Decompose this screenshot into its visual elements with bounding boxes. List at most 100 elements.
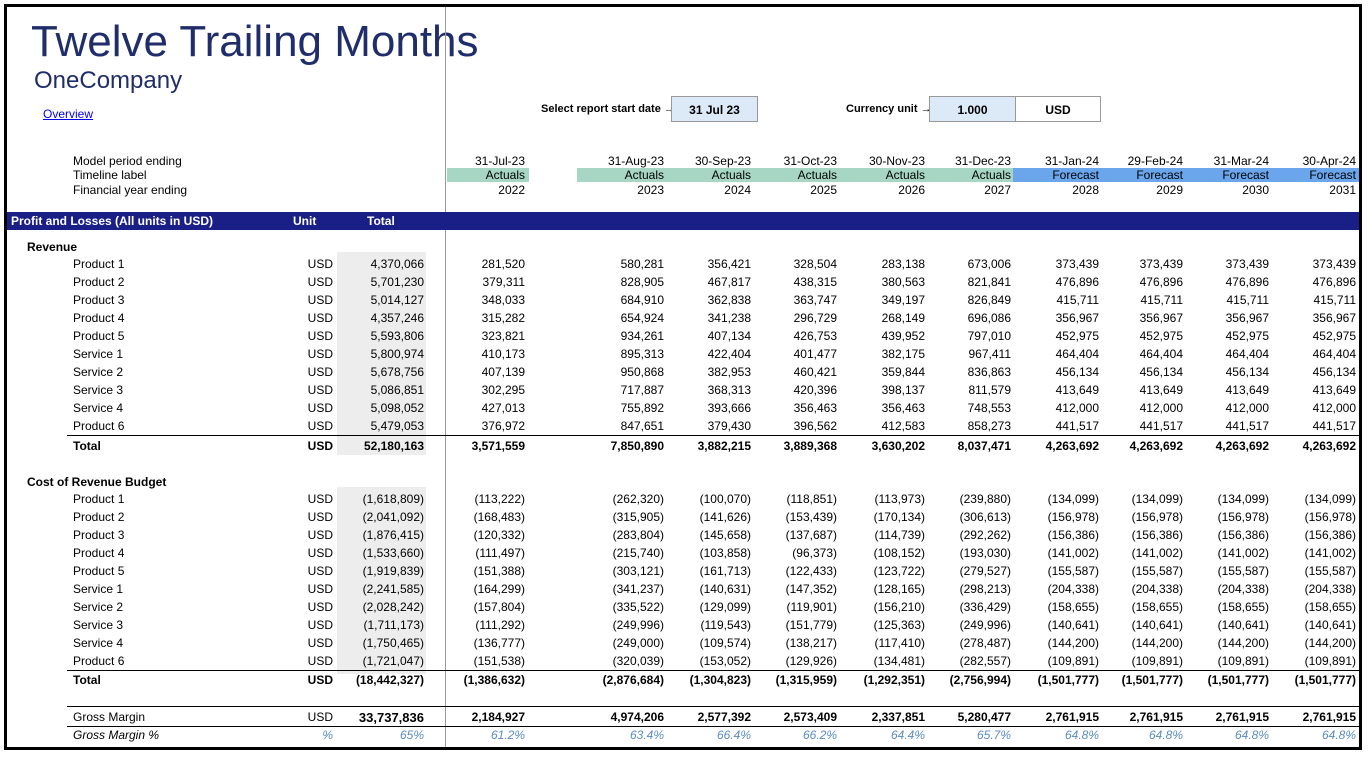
row-total: (1,721,047) [362,654,424,668]
value-cell: 950,868 [620,365,664,379]
period-date-cell: 30-Nov-23 [868,154,925,168]
row-label: Service 3 [73,383,124,397]
value-cell: 2,761,915 [1302,710,1356,724]
value-cell: 441,517 [1225,419,1269,433]
row-total: 5,678,756 [370,365,424,379]
value-cell: 61.2% [490,728,525,742]
row-unit: USD [307,401,333,415]
overview-link[interactable]: Overview [43,107,94,121]
financial-year-label: Financial year ending [73,183,188,197]
cost-total-rule [67,670,1359,671]
value-cell: (278,487) [959,636,1011,650]
value-cell: 382,953 [707,365,751,379]
value-cell: 283,138 [881,257,925,271]
revenue-total-rule [67,435,1359,436]
value-cell: 467,817 [707,275,751,289]
row-unit: USD [307,419,333,433]
value-cell: 3,571,559 [471,439,525,453]
value-cell: 412,000 [1139,401,1183,415]
period-date-cell: 31-Aug-23 [607,154,664,168]
value-cell: (134,099) [1217,492,1269,506]
value-cell: (134,099) [1304,492,1356,506]
value-cell: (134,099) [1047,492,1099,506]
start-date-label: Select report start date → [541,103,675,115]
row-label: Total [73,673,101,687]
value-cell: (283,804) [612,528,664,542]
row-unit: USD [307,582,333,596]
value-cell: (129,099) [699,600,751,614]
value-cell: 356,967 [1055,311,1099,325]
value-cell: (144,200) [1304,636,1356,650]
value-cell: 696,086 [967,311,1011,325]
value-cell: 858,273 [967,419,1011,433]
value-cell: 2,761,915 [1129,710,1183,724]
actuals-fill [667,168,755,182]
value-cell: (204,338) [1131,582,1183,596]
forecast-fill [1101,168,1187,182]
value-cell: (156,978) [1131,510,1183,524]
period-date-cell: 31-Mar-24 [1213,154,1269,168]
value-cell: 2,573,409 [783,710,837,724]
value-cell: 379,430 [707,419,751,433]
value-cell: 413,649 [1055,383,1099,397]
row-label: Service 2 [73,600,124,614]
value-cell: 328,504 [793,257,837,271]
value-cell: (157,804) [473,600,525,614]
value-cell: 8,037,471 [957,439,1011,453]
value-cell: 828,905 [620,275,664,289]
start-date-input[interactable]: 31 Jul 23 [671,96,758,122]
fiscal-year-cell: 2028 [1072,183,1099,197]
value-cell: (109,891) [1217,654,1269,668]
value-cell: 407,139 [481,365,525,379]
row-label: Product 2 [73,510,125,524]
row-unit: USD [307,600,333,614]
row-unit: USD [307,618,333,632]
row-label: Service 1 [73,347,124,361]
row-total: (1,618,809) [362,492,424,506]
value-cell: (109,891) [1304,654,1356,668]
value-cell: 7,850,890 [610,439,664,453]
value-cell: (249,996) [612,618,664,632]
value-cell: 456,134 [1139,365,1183,379]
value-cell: (144,200) [1131,636,1183,650]
value-cell: 66.4% [716,728,751,742]
currency-unit-input[interactable]: 1.000 [929,96,1016,122]
value-cell: 654,924 [620,311,664,325]
band-unit-header: Unit [293,214,317,228]
value-cell: (155,587) [1304,564,1356,578]
timeline-cell: Actuals [711,168,751,182]
value-cell: 64.8% [1148,728,1183,742]
row-label: Gross Margin [73,710,146,724]
row-total: 5,479,053 [370,419,424,433]
timeline-cell: Forecast [1136,168,1183,182]
value-cell: 373,439 [1055,257,1099,271]
row-total: (2,241,585) [362,582,424,596]
period-date-cell: 31-Jan-24 [1044,154,1099,168]
value-cell: 4,974,206 [610,710,664,724]
value-cell: (140,641) [1131,618,1183,632]
value-cell: (147,352) [785,582,837,596]
value-cell: (129,926) [785,654,837,668]
row-unit: % [322,728,333,742]
value-cell: 396,562 [793,419,837,433]
value-cell: (103,858) [699,546,751,560]
value-cell: (204,338) [1304,582,1356,596]
value-cell: (151,388) [473,564,525,578]
value-cell: (1,386,632) [463,673,525,687]
row-label: Product 5 [73,329,125,343]
row-total: 4,370,066 [370,257,424,271]
row-total: (1,919,839) [362,564,424,578]
currency-code-field[interactable]: USD [1015,96,1101,122]
row-total: 5,098,052 [370,401,424,415]
value-cell: 476,896 [1312,275,1356,289]
row-label: Service 4 [73,401,124,415]
value-cell: (109,891) [1047,654,1099,668]
value-cell: 356,421 [707,257,751,271]
row-unit: USD [307,257,333,271]
value-cell: (156,386) [1304,528,1356,542]
value-cell: 356,967 [1139,311,1183,325]
value-cell: 452,975 [1225,329,1269,343]
value-cell: 895,313 [620,347,664,361]
value-cell: (298,213) [959,582,1011,596]
value-cell: 452,975 [1139,329,1183,343]
